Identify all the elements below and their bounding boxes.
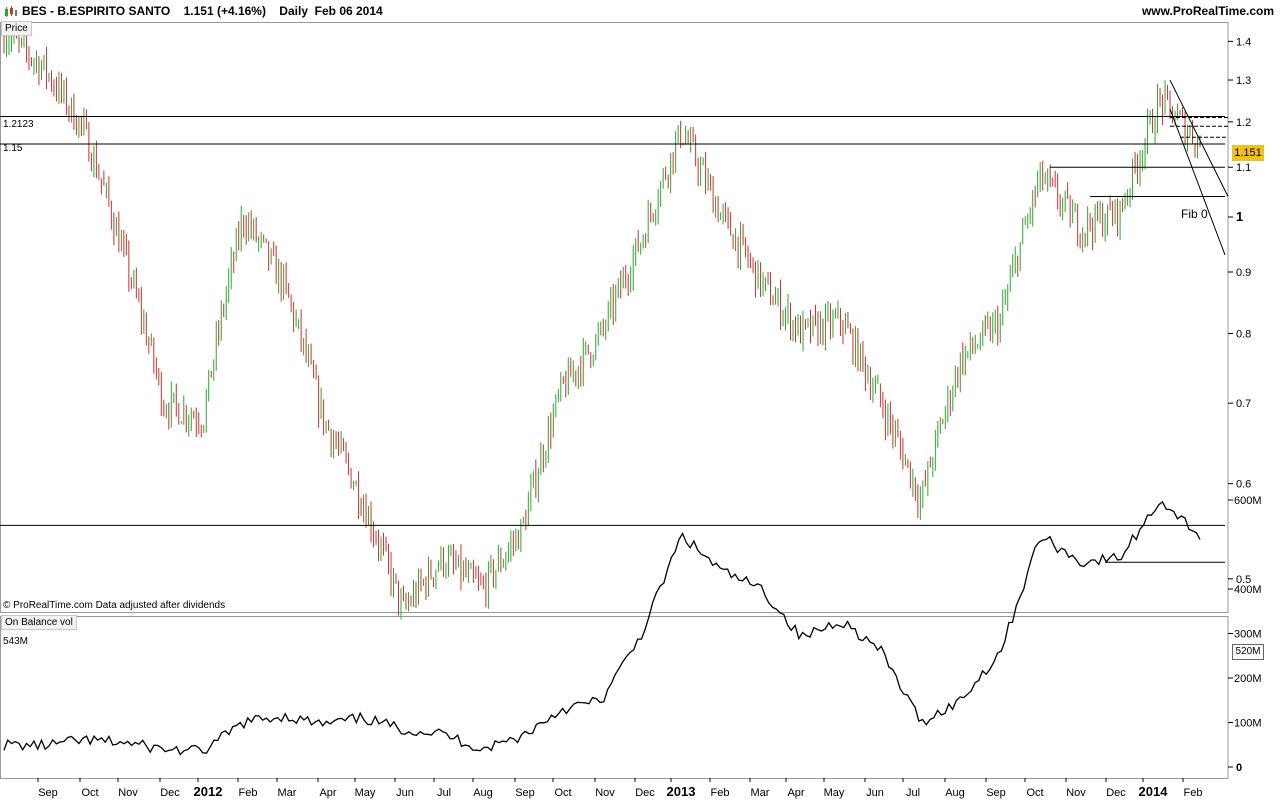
obv-tick-label: 200M (1234, 673, 1262, 685)
x-tick-label: Aug (945, 787, 965, 799)
x-tick-label: Aug (473, 787, 493, 799)
obv-tick-label: 300M (1234, 629, 1262, 641)
x-tick-label: Apr (319, 787, 336, 799)
obv-last-badge: 520M (1232, 644, 1264, 660)
price-tick-label: 1.1 (1236, 162, 1251, 174)
x-tick-label: Sep (38, 787, 58, 799)
x-tick-label: Jul (906, 787, 920, 799)
x-tick-label: Dec (160, 787, 180, 799)
x-tick-label: Oct (1026, 787, 1043, 799)
price-tick-label: 1.4 (1236, 36, 1251, 48)
level-1-label: 1.2123 (3, 119, 34, 130)
price-tick-label: 1 (1236, 209, 1243, 224)
x-tick-label: Sep (515, 787, 535, 799)
obv-tick-label: 600M (1234, 495, 1262, 507)
x-tick-label: Sep (986, 787, 1006, 799)
price-tick-label: 1.3 (1236, 75, 1251, 87)
copyright-note: © ProRealTime.com Data adjusted after di… (3, 600, 226, 611)
channel-lower-line (1169, 108, 1226, 256)
price-tick-label: 0.6 (1236, 479, 1251, 491)
obv-series-line (3, 500, 1201, 756)
x-tick-label: Feb (239, 787, 258, 799)
obv-level-label: 543M (3, 636, 29, 647)
chart-title: BES - B.ESPIRITO SANTO 1.151 (+4.16%) Da… (22, 4, 383, 18)
obv-panel-frame (0, 616, 1229, 779)
last-price-badge: 1.151 (1232, 145, 1264, 161)
x-tick-label: Mar (751, 787, 770, 799)
channel-upper-line (1169, 79, 1229, 197)
title-bar: BES - B.ESPIRITO SANTO 1.151 (+4.16%) Da… (0, 0, 1280, 22)
price-overlays (0, 79, 1229, 256)
x-tick-label: Nov (118, 787, 138, 799)
price-panel-label: Price (1, 21, 32, 36)
brand-link[interactable]: www.ProRealTime.com (1141, 4, 1274, 18)
x-tick-label: Jun (396, 787, 414, 799)
x-tick-label: Feb (1184, 787, 1203, 799)
x-tick-label: Mar (278, 787, 297, 799)
x-tick-label: May (355, 787, 376, 799)
fib-label: Fib 0 (1181, 207, 1208, 221)
obv-panel-label: On Balance vol (1, 615, 77, 630)
x-tick-label: Jun (866, 787, 884, 799)
x-tick-label: Dec (1106, 787, 1126, 799)
obv-tick-label: 400M (1234, 584, 1262, 596)
x-tick-label: Nov (595, 787, 615, 799)
obv-tick-label: 100M (1234, 718, 1262, 730)
price-tick-label: 1.2 (1236, 117, 1251, 129)
price-bars (3, 22, 1201, 620)
x-tick-label: Oct (554, 787, 571, 799)
obv-tick-label: 0 (1236, 762, 1242, 774)
obv-line (0, 500, 1225, 756)
x-tick-label: Apr (787, 787, 804, 799)
candlestick-logo-icon (4, 5, 18, 17)
x-tick-label: Oct (81, 787, 98, 799)
x-tick-label: Jul (437, 787, 451, 799)
price-tick-label: 0.7 (1236, 398, 1251, 410)
price-tick-label: 0.5 (1236, 574, 1251, 586)
price-tick-label: 0.9 (1236, 267, 1251, 279)
x-tick-label: 2014 (1139, 784, 1169, 799)
x-tick-label: Feb (711, 787, 730, 799)
x-tick-label: 2012 (194, 784, 223, 799)
price-tick-label: 0.8 (1236, 328, 1251, 340)
x-tick-label: Dec (635, 787, 655, 799)
level-2-label: 1.15 (3, 143, 23, 154)
price-panel-frame (0, 22, 1229, 613)
x-tick-label: Nov (1066, 787, 1086, 799)
x-tick-label: 2013 (667, 784, 696, 799)
x-tick-label: May (824, 787, 845, 799)
